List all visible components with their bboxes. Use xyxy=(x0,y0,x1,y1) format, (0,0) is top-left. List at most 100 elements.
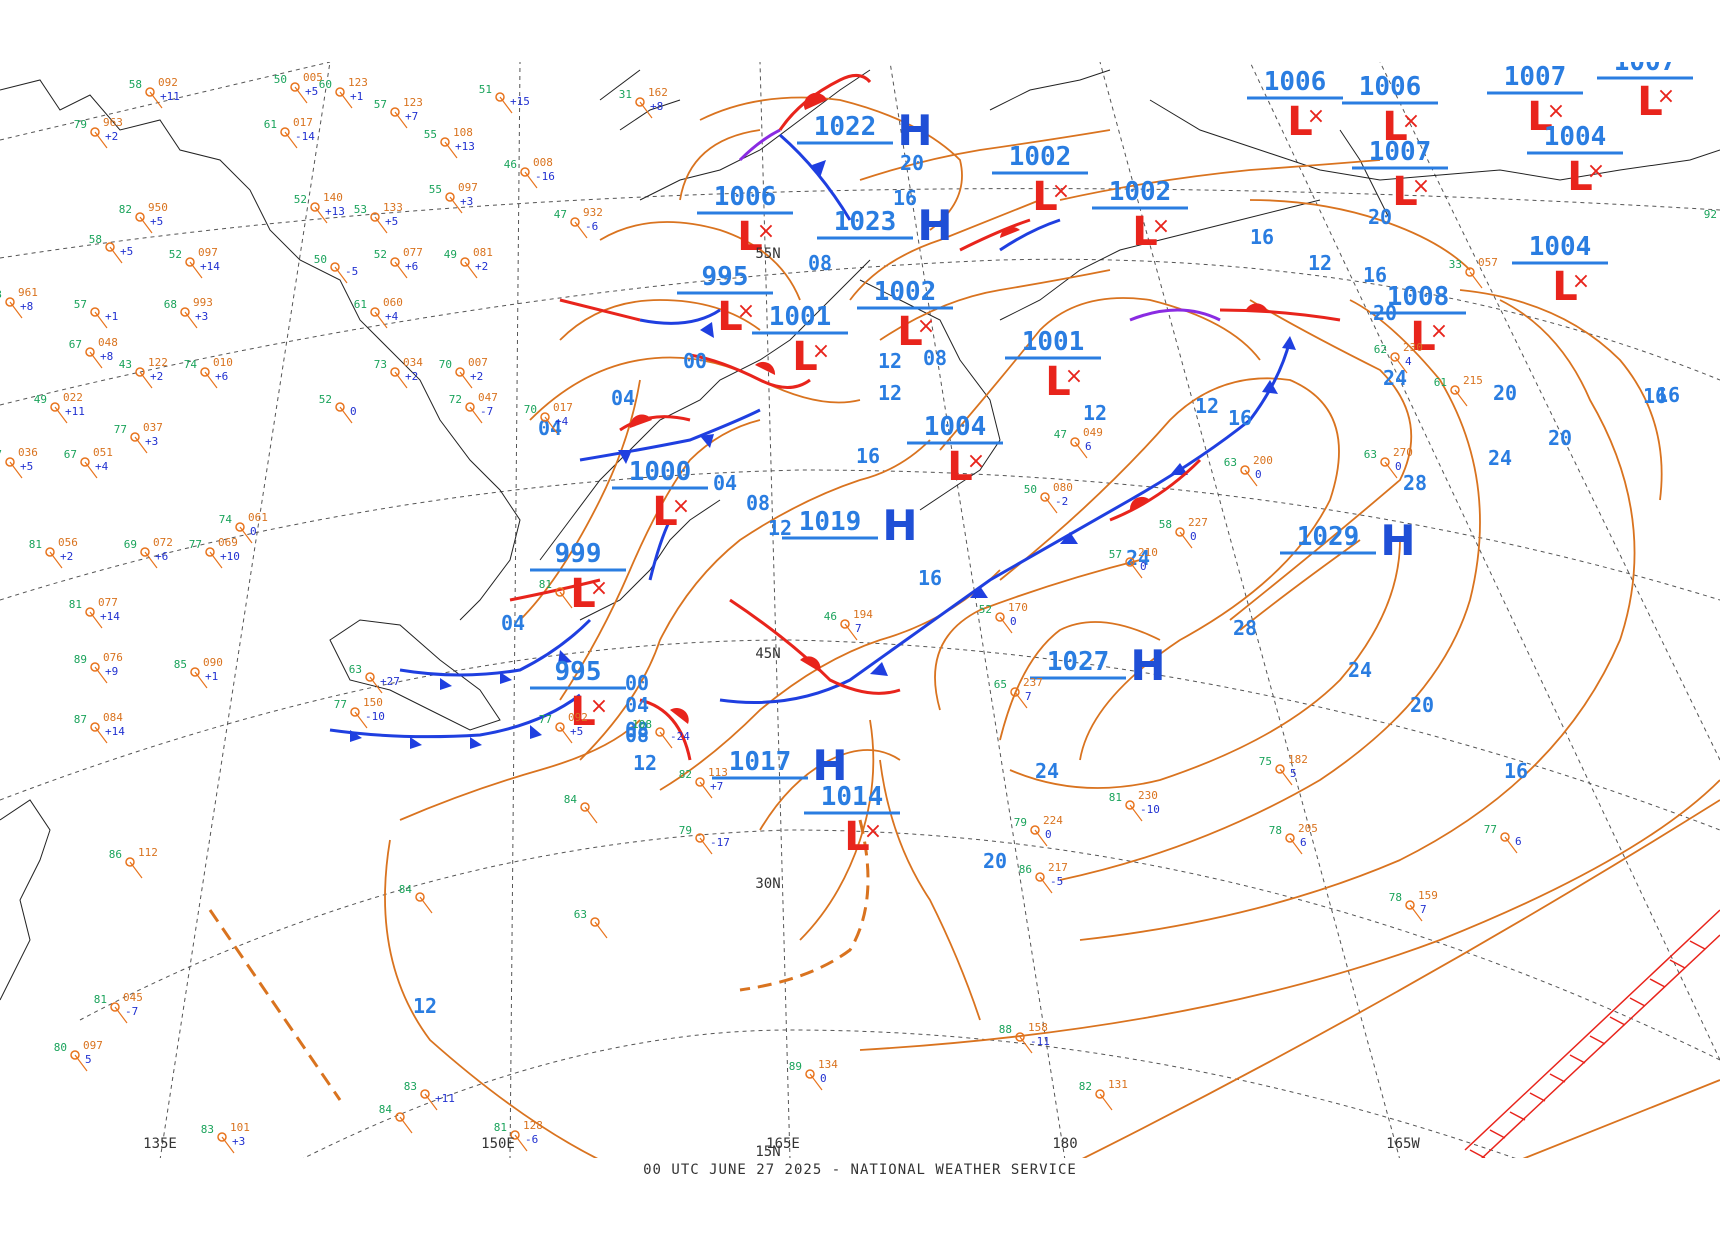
station-pressure: 150 xyxy=(363,696,383,709)
wind-barb xyxy=(1409,904,1423,922)
station-plot: 50 005+5 xyxy=(274,71,323,104)
low-symbol: L xyxy=(897,309,923,355)
station-plot: 92135 xyxy=(1704,208,1717,221)
station-temperature: 47 xyxy=(554,208,567,221)
station-circle xyxy=(1125,557,1135,567)
station-temperature: 74 xyxy=(219,513,233,526)
wind-barb xyxy=(54,406,68,424)
station-plot: 77 069+10 xyxy=(189,536,240,569)
low-x-marker: × xyxy=(1412,174,1430,199)
station-circle xyxy=(335,87,345,97)
wind-barb xyxy=(184,311,198,329)
center-pressure-value: 1007 xyxy=(1614,47,1677,77)
station-pressure: 993 xyxy=(193,296,213,309)
station-pressure: 017 xyxy=(293,116,313,129)
station-circle xyxy=(580,802,590,812)
station-circle xyxy=(290,82,300,92)
isobar-label: 12 xyxy=(633,751,657,775)
isobar-label: 20 xyxy=(1493,381,1517,405)
station-plot: 74 010+6 xyxy=(184,356,233,389)
wind-barb xyxy=(1279,768,1293,786)
center-pressure-value: 1004 xyxy=(1544,122,1607,152)
low-x-marker: × xyxy=(917,314,935,339)
station-temperature: 52 xyxy=(979,603,992,616)
wind-barb xyxy=(499,96,513,114)
low-x-marker: × xyxy=(737,299,755,324)
station-circle xyxy=(1500,832,1510,842)
wind-barb xyxy=(524,171,538,189)
station-tendency: -7 xyxy=(125,1005,138,1018)
isobar-label: 20 xyxy=(1368,205,1392,229)
station-plot: 73 034+2 xyxy=(374,356,423,389)
station-temperature: 52 xyxy=(319,393,332,406)
occluded-front xyxy=(738,128,781,162)
station-temperature: 82 xyxy=(1079,1080,1092,1093)
station-temperature: 61 xyxy=(354,298,367,311)
station-circle xyxy=(570,217,580,227)
station-pressure: 123 xyxy=(403,96,423,109)
isobar-label: 08 xyxy=(746,491,770,515)
station-plot: 60 123+1 xyxy=(319,76,368,109)
isobar-label: 24 xyxy=(1035,759,1059,783)
station-circle xyxy=(90,662,100,672)
station-temperature: 49 xyxy=(34,393,47,406)
station-tendency: -10 xyxy=(365,710,385,723)
station-circle xyxy=(395,1112,405,1122)
station-circle xyxy=(840,619,850,629)
station-tendency: +2 xyxy=(405,370,418,383)
low-x-marker: × xyxy=(812,339,830,364)
station-plot: 85 090+1 xyxy=(174,656,223,689)
station-temperature: 89 xyxy=(789,1060,802,1073)
station-tendency: 0 xyxy=(250,525,257,538)
station-pressure: 950 xyxy=(148,201,168,214)
low-x-marker: × xyxy=(1065,364,1083,389)
station-tendency: +27 xyxy=(380,675,400,688)
station-temperature: 70 xyxy=(439,358,452,371)
station-tendency: -6 xyxy=(585,220,598,233)
wind-barb xyxy=(89,611,103,629)
wind-barb xyxy=(1019,1036,1033,1054)
station-temperature: 79 xyxy=(74,118,87,131)
graticule-labels: 135E 150E 165E 180 165W 15N 30N 45N 55N xyxy=(143,246,1420,1158)
station-temperature: 79 xyxy=(679,824,692,837)
high-center: 1019 H xyxy=(782,501,918,550)
low-x-marker: × xyxy=(1402,109,1420,134)
station-pressure: 108 xyxy=(453,126,473,139)
station-circle xyxy=(335,402,345,412)
center-pressure-value: 1006 xyxy=(1264,67,1327,97)
station-plot: 69 072+6 xyxy=(124,536,173,569)
station-temperature: 58 xyxy=(129,78,142,91)
station-circle xyxy=(235,522,245,532)
station-temperature: 43 xyxy=(0,288,2,301)
station-pressure: 133 xyxy=(383,201,403,214)
station-pressure: 128 xyxy=(523,1119,543,1132)
station-circle xyxy=(205,547,215,557)
station-circle xyxy=(415,892,425,902)
station-temperature: 92 xyxy=(1704,208,1717,221)
wind-barb xyxy=(74,1054,88,1072)
station-temperature: 77 xyxy=(189,538,202,551)
isobar-label: 00 xyxy=(683,349,707,373)
station-circle xyxy=(365,672,375,682)
isobar-label: 20 xyxy=(1373,301,1397,325)
station-plot: 77 150-10 xyxy=(334,696,385,729)
station-tendency: -5 xyxy=(345,265,358,278)
station-circle xyxy=(145,87,155,97)
station-pressure: 217 xyxy=(1048,861,1068,874)
graticule-label: 55N xyxy=(755,246,780,262)
low-x-marker: × xyxy=(1152,214,1170,239)
isobar-label: 24 xyxy=(1488,446,1512,470)
station-pressure: 113 xyxy=(708,766,728,779)
wind-barb xyxy=(514,1134,528,1152)
station-temperature: 79 xyxy=(1014,816,1027,829)
wind-barb xyxy=(221,1136,235,1154)
low-x-marker: × xyxy=(1430,319,1448,344)
low-symbol: L xyxy=(947,444,973,490)
station-temperature: 43 xyxy=(119,358,132,371)
station-temperature: 65 xyxy=(994,678,1007,691)
station-tendency: +5 xyxy=(305,85,318,98)
